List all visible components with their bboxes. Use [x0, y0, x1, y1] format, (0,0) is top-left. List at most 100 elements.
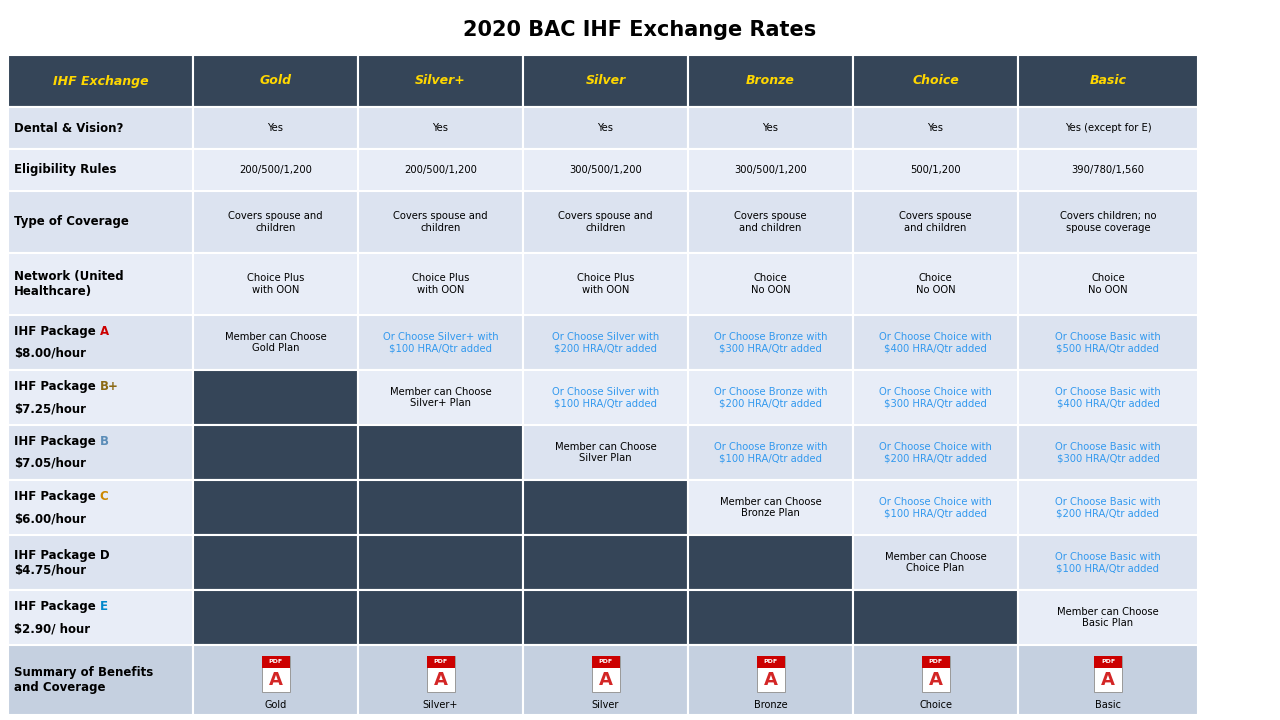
- Text: Gold: Gold: [260, 74, 292, 88]
- Text: Or Choose Basic with
$300 HRA/Qtr added: Or Choose Basic with $300 HRA/Qtr added: [1055, 441, 1161, 463]
- Bar: [193, 55, 358, 107]
- Bar: [8, 55, 193, 107]
- Bar: [852, 107, 1018, 149]
- Bar: [922, 655, 950, 691]
- Text: $7.05/hour: $7.05/hour: [14, 457, 86, 470]
- Text: $8.00/hour: $8.00/hour: [14, 347, 86, 360]
- Bar: [193, 191, 358, 253]
- Text: Choice Plus
with OON: Choice Plus with OON: [412, 273, 470, 294]
- Bar: [524, 253, 689, 315]
- Text: Or Choose Basic with
$500 HRA/Qtr added: Or Choose Basic with $500 HRA/Qtr added: [1055, 332, 1161, 354]
- Text: Dental & Vision?: Dental & Vision?: [14, 122, 123, 135]
- Bar: [1018, 535, 1198, 590]
- Text: Or Choose Choice with
$100 HRA/Qtr added: Or Choose Choice with $100 HRA/Qtr added: [879, 497, 992, 518]
- Text: B: B: [100, 435, 109, 448]
- Bar: [1018, 425, 1198, 480]
- Bar: [852, 55, 1018, 107]
- Text: Choice: Choice: [919, 700, 952, 709]
- Text: IHF Package: IHF Package: [14, 435, 100, 448]
- Bar: [1018, 480, 1198, 535]
- Bar: [756, 655, 785, 691]
- Text: 200/500/1,200: 200/500/1,200: [404, 165, 477, 175]
- Bar: [8, 590, 193, 645]
- Bar: [524, 55, 689, 107]
- Text: Bronze: Bronze: [754, 700, 787, 709]
- Bar: [358, 370, 524, 425]
- Text: Bronze: Bronze: [746, 74, 795, 88]
- Text: IHF Package: IHF Package: [14, 380, 100, 393]
- Bar: [8, 107, 193, 149]
- Bar: [1018, 590, 1198, 645]
- Bar: [852, 191, 1018, 253]
- Bar: [193, 425, 358, 480]
- Bar: [689, 149, 852, 191]
- Text: Choice
No OON: Choice No OON: [750, 273, 790, 294]
- Text: IHF Exchange: IHF Exchange: [52, 74, 148, 88]
- Bar: [524, 590, 689, 645]
- Text: 300/500/1,200: 300/500/1,200: [735, 165, 806, 175]
- Bar: [524, 480, 689, 535]
- Text: Member can Choose
Silver+ Plan: Member can Choose Silver+ Plan: [389, 387, 492, 408]
- Text: Covers spouse and
children: Covers spouse and children: [558, 211, 653, 233]
- Text: PDF: PDF: [434, 660, 448, 665]
- Bar: [261, 655, 289, 668]
- Text: Member can Choose
Gold Plan: Member can Choose Gold Plan: [224, 332, 326, 354]
- Bar: [1018, 370, 1198, 425]
- Bar: [1018, 107, 1198, 149]
- Bar: [358, 645, 524, 715]
- Bar: [358, 590, 524, 645]
- Text: Or Choose Choice with
$200 HRA/Qtr added: Or Choose Choice with $200 HRA/Qtr added: [879, 441, 992, 463]
- Bar: [261, 655, 289, 691]
- Bar: [8, 425, 193, 480]
- Bar: [193, 645, 358, 715]
- Bar: [689, 535, 852, 590]
- Bar: [1018, 55, 1198, 107]
- Bar: [756, 655, 785, 668]
- Bar: [524, 535, 689, 590]
- Text: A: A: [434, 671, 448, 689]
- Bar: [852, 590, 1018, 645]
- Bar: [852, 535, 1018, 590]
- Text: $7.25/hour: $7.25/hour: [14, 402, 86, 415]
- Text: Member can Choose
Choice Plan: Member can Choose Choice Plan: [884, 552, 987, 573]
- Bar: [193, 149, 358, 191]
- Bar: [193, 590, 358, 645]
- Text: Yes: Yes: [268, 123, 283, 133]
- Bar: [193, 253, 358, 315]
- Text: Covers spouse and
children: Covers spouse and children: [393, 211, 488, 233]
- Bar: [689, 107, 852, 149]
- Text: Covers spouse
and children: Covers spouse and children: [899, 211, 972, 233]
- Bar: [689, 55, 852, 107]
- Bar: [8, 253, 193, 315]
- Text: Covers children; no
spouse coverage: Covers children; no spouse coverage: [1060, 211, 1156, 233]
- Bar: [689, 480, 852, 535]
- Text: Or Choose Choice with
$300 HRA/Qtr added: Or Choose Choice with $300 HRA/Qtr added: [879, 387, 992, 408]
- Bar: [852, 480, 1018, 535]
- Bar: [358, 480, 524, 535]
- Bar: [524, 107, 689, 149]
- Bar: [8, 149, 193, 191]
- Text: Yes: Yes: [598, 123, 613, 133]
- Text: PDF: PDF: [763, 660, 777, 665]
- Text: PDF: PDF: [1101, 660, 1115, 665]
- Bar: [1094, 655, 1123, 691]
- Bar: [1018, 315, 1198, 370]
- Text: Yes: Yes: [928, 123, 943, 133]
- Text: 200/500/1,200: 200/500/1,200: [239, 165, 312, 175]
- Bar: [1018, 253, 1198, 315]
- Bar: [358, 55, 524, 107]
- Bar: [852, 370, 1018, 425]
- Text: IHF Package: IHF Package: [14, 490, 100, 503]
- Text: Or Choose Silver with
$200 HRA/Qtr added: Or Choose Silver with $200 HRA/Qtr added: [552, 332, 659, 354]
- Text: 390/780/1,560: 390/780/1,560: [1071, 165, 1144, 175]
- Bar: [852, 315, 1018, 370]
- Bar: [8, 535, 193, 590]
- Bar: [426, 655, 454, 668]
- Text: A: A: [100, 325, 109, 338]
- Text: B+: B+: [100, 380, 119, 393]
- Text: Member can Choose
Bronze Plan: Member can Choose Bronze Plan: [719, 497, 822, 518]
- Text: Choice: Choice: [913, 74, 959, 88]
- Text: PDF: PDF: [928, 660, 942, 665]
- Text: IHF Package: IHF Package: [14, 325, 100, 338]
- Text: PDF: PDF: [599, 660, 613, 665]
